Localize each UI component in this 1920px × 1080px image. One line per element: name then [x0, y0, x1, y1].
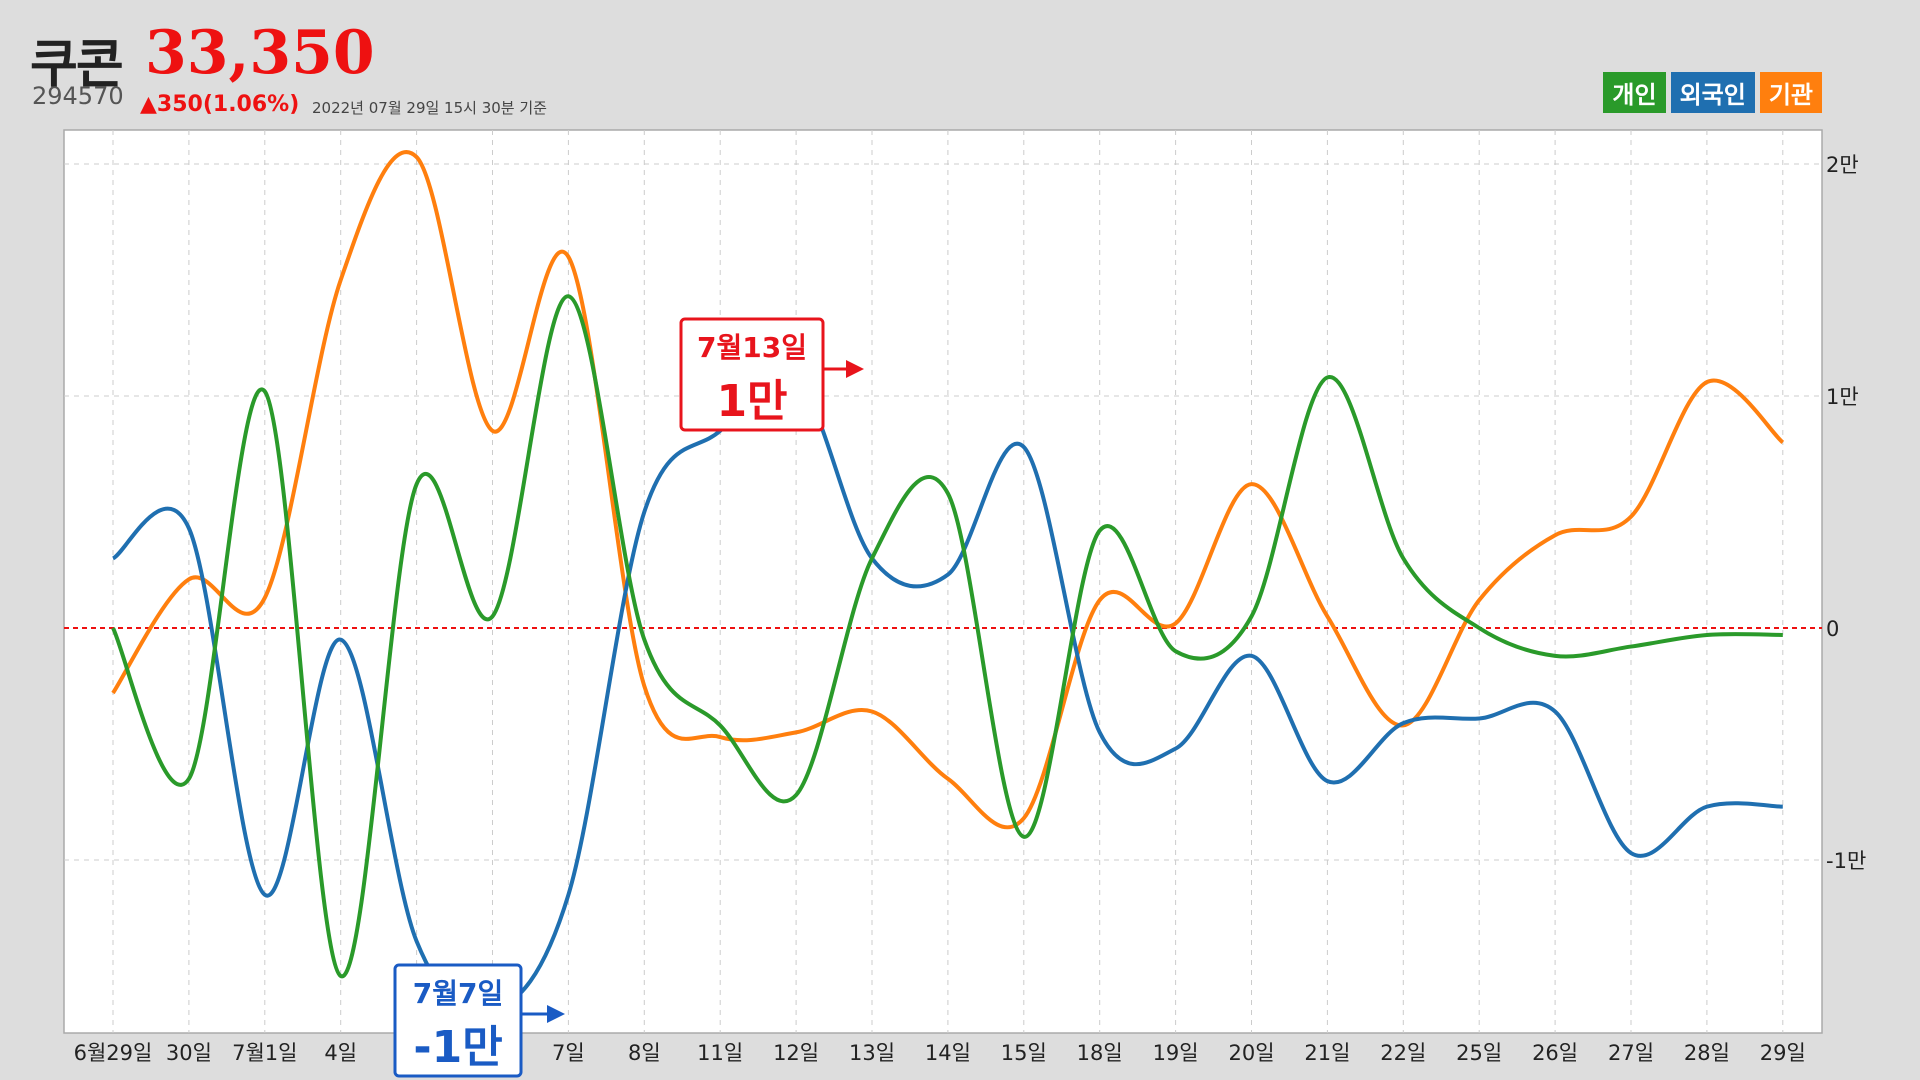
x-tick-label: 30일: [166, 1041, 212, 1065]
annotations: 7월13일 1만 7월7일 -1만: [393, 317, 864, 1078]
x-tick-label: 19일: [1153, 1041, 1199, 1065]
annotation-value: -1만: [413, 1022, 502, 1073]
x-tick-label: 11일: [697, 1041, 743, 1065]
x-tick-label: 26일: [1532, 1041, 1578, 1065]
x-tick-label: 8일: [628, 1041, 661, 1065]
annotation-box: [393, 963, 523, 1078]
x-tick-label: 18일: [1077, 1041, 1123, 1065]
y-tick-label: 2만: [1826, 153, 1859, 177]
x-tick-label: 28일: [1684, 1041, 1730, 1065]
x-tick-label: 7일: [552, 1041, 585, 1065]
x-tick-label: 22일: [1380, 1041, 1426, 1065]
price-change: ▲350(1.06%): [140, 92, 300, 117]
plot-area: [63, 129, 1823, 1034]
series-line-institution: [111, 150, 1785, 830]
legend-item-institution[interactable]: 기관: [1759, 72, 1822, 113]
x-tick-label: 29일: [1760, 1041, 1806, 1065]
x-tick-label: 25일: [1456, 1041, 1502, 1065]
y-tick-label: 1만: [1826, 385, 1859, 409]
x-tick-label: 20일: [1228, 1041, 1274, 1065]
x-tick-label: 6월29일: [74, 1041, 153, 1065]
y-tick-label: -1만: [1826, 849, 1866, 873]
series-lines: [111, 150, 1785, 1015]
reference-date: 2022년 07월 29일 15시 30분 기준: [312, 99, 547, 117]
x-tick-label: 27일: [1608, 1041, 1654, 1065]
x-tick-label: 7월1일: [232, 1041, 297, 1065]
annotation-box: [679, 317, 825, 432]
annotation-date: 7월13일: [697, 331, 807, 364]
stock-code: 294570: [32, 82, 124, 110]
x-tick-label: 21일: [1304, 1041, 1350, 1065]
stock-price: 33,350: [145, 18, 375, 88]
annotation-value: 1만: [716, 376, 787, 427]
annotation-arrow-head: [547, 1005, 565, 1023]
x-tick-label: 13일: [849, 1041, 895, 1065]
annotation-callout: 7월13일 1만: [679, 317, 864, 432]
annotation-callout: 7월7일 -1만: [393, 963, 565, 1078]
series-line-individual: [111, 294, 1783, 979]
x-tick-label: 12일: [773, 1041, 819, 1065]
y-axis-ticks: 2만 1만 0 -1만: [1826, 153, 1866, 873]
annotation-arrow-head: [846, 360, 864, 378]
x-tick-label: 4일: [324, 1041, 357, 1065]
x-tick-label: 14일: [925, 1041, 971, 1065]
grid: [64, 130, 1822, 1033]
x-axis-ticks: 6월29일 30일 7월1일 4일 7일 8일 11일 12일 13일 14일 15일 18일 19일 2…: [74, 1041, 1806, 1065]
legend-item-individual[interactable]: 개인: [1603, 72, 1666, 113]
annotation-date: 7월7일: [413, 977, 504, 1010]
y-tick-label: 0: [1826, 617, 1839, 641]
series-line-foreign: [111, 370, 1783, 1015]
legend: 개인 외국인 기관: [1603, 72, 1822, 113]
stock-name: 쿠콘: [30, 35, 124, 95]
legend-item-foreign[interactable]: 외국인: [1670, 72, 1755, 113]
x-tick-label: 15일: [1001, 1041, 1047, 1065]
